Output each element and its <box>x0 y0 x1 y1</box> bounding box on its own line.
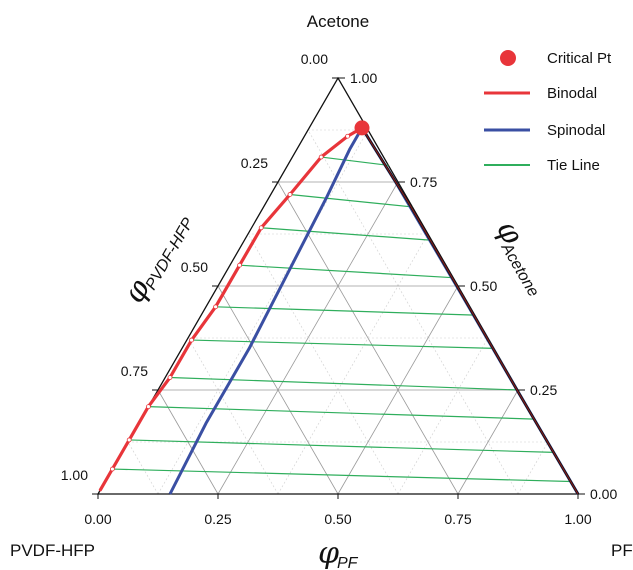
tick-label-right: 0.50 <box>470 278 497 294</box>
grid-layer <box>127 129 549 495</box>
tie-lines <box>112 156 571 483</box>
tick-label-bottom: 1.00 <box>564 511 591 527</box>
grid-line-pf <box>337 285 459 495</box>
binodal-curve-lean <box>361 127 579 495</box>
tick-label-right: 0.00 <box>590 486 617 502</box>
legend-label-tie-line: Tie Line <box>547 157 600 174</box>
legend-label-critical-pt: Critical Pt <box>547 50 612 67</box>
binodal-marker <box>345 133 351 139</box>
tick-label-left: 0.00 <box>301 51 328 67</box>
binodal-marker <box>287 192 293 197</box>
tie-line <box>239 264 454 279</box>
tie-line <box>169 376 519 391</box>
binodal-marker <box>110 466 115 472</box>
axis-title-bottom-subscript: PF <box>337 555 359 570</box>
tick-label-right: 0.25 <box>530 382 557 398</box>
legend: Critical Pt Binodal Spinodal Tie Line <box>484 50 612 174</box>
axis-title-left-subscript: PVDF-HFP <box>143 215 198 293</box>
tick-labels: 0.00 0.00 0.00 0.25 0.25 0.25 0.50 0.50 0.50 0.75… <box>61 51 618 527</box>
tick-label-left: 0.75 <box>121 363 148 379</box>
binodal-markers <box>110 120 370 472</box>
vertex-label-left: PVDF-HFP <box>10 541 95 560</box>
legend-critical-pt-marker <box>500 50 516 66</box>
tie-line <box>191 339 495 349</box>
grid-line-pvdf-hfp <box>217 285 339 495</box>
grid-line-pvdf-hfp <box>127 441 159 495</box>
tie-line <box>215 306 475 316</box>
tie-line <box>321 156 389 166</box>
tick-label-left: 1.00 <box>61 467 88 483</box>
axis-title-left: φ PVDF-HFP <box>117 215 198 309</box>
axis-title-right-subscript: Acetone <box>497 240 542 300</box>
axis-title-right: φ Acetone <box>489 215 542 300</box>
grid-line-pf <box>517 441 549 495</box>
spinodal-curve <box>168 126 580 495</box>
binodal-marker <box>126 437 132 443</box>
tick-label-left: 0.50 <box>181 259 208 275</box>
vertex-label-top: Acetone <box>307 12 369 31</box>
grid-line-pf <box>277 233 429 495</box>
tick-label-bottom: 0.75 <box>444 511 471 527</box>
binodal-marker <box>189 337 195 343</box>
grid-line-pvdf-hfp <box>187 337 279 495</box>
binodal-marker <box>213 304 219 310</box>
binodal-marker <box>237 262 243 268</box>
tick-label-bottom: 0.50 <box>324 511 351 527</box>
legend-label-spinodal: Spinodal <box>547 122 605 139</box>
axis-title-bottom: φ PF <box>318 536 359 570</box>
grid-line-pf <box>457 389 519 495</box>
binodal-marker <box>167 375 173 380</box>
tick-label-bottom: 0.25 <box>204 511 231 527</box>
tie-line <box>129 439 555 453</box>
tie-line <box>289 193 413 208</box>
binodal-marker <box>145 404 151 410</box>
tick-label-right: 0.75 <box>410 174 437 190</box>
tie-line <box>148 406 535 420</box>
tie-line <box>261 227 432 241</box>
grid-line-pf <box>157 129 369 495</box>
tie-line <box>112 468 571 483</box>
tick-label-right: 1.00 <box>350 70 377 86</box>
binodal-marker <box>318 154 324 160</box>
axis-title-bottom-symbol: φ <box>318 536 339 570</box>
binodal-marker <box>258 225 264 231</box>
vertex-label-right: PF <box>611 541 633 560</box>
tick-label-bottom: 0.00 <box>84 511 111 527</box>
tick-label-left: 0.25 <box>241 155 268 171</box>
critical-point <box>354 120 370 136</box>
legend-label-binodal: Binodal <box>547 85 597 102</box>
